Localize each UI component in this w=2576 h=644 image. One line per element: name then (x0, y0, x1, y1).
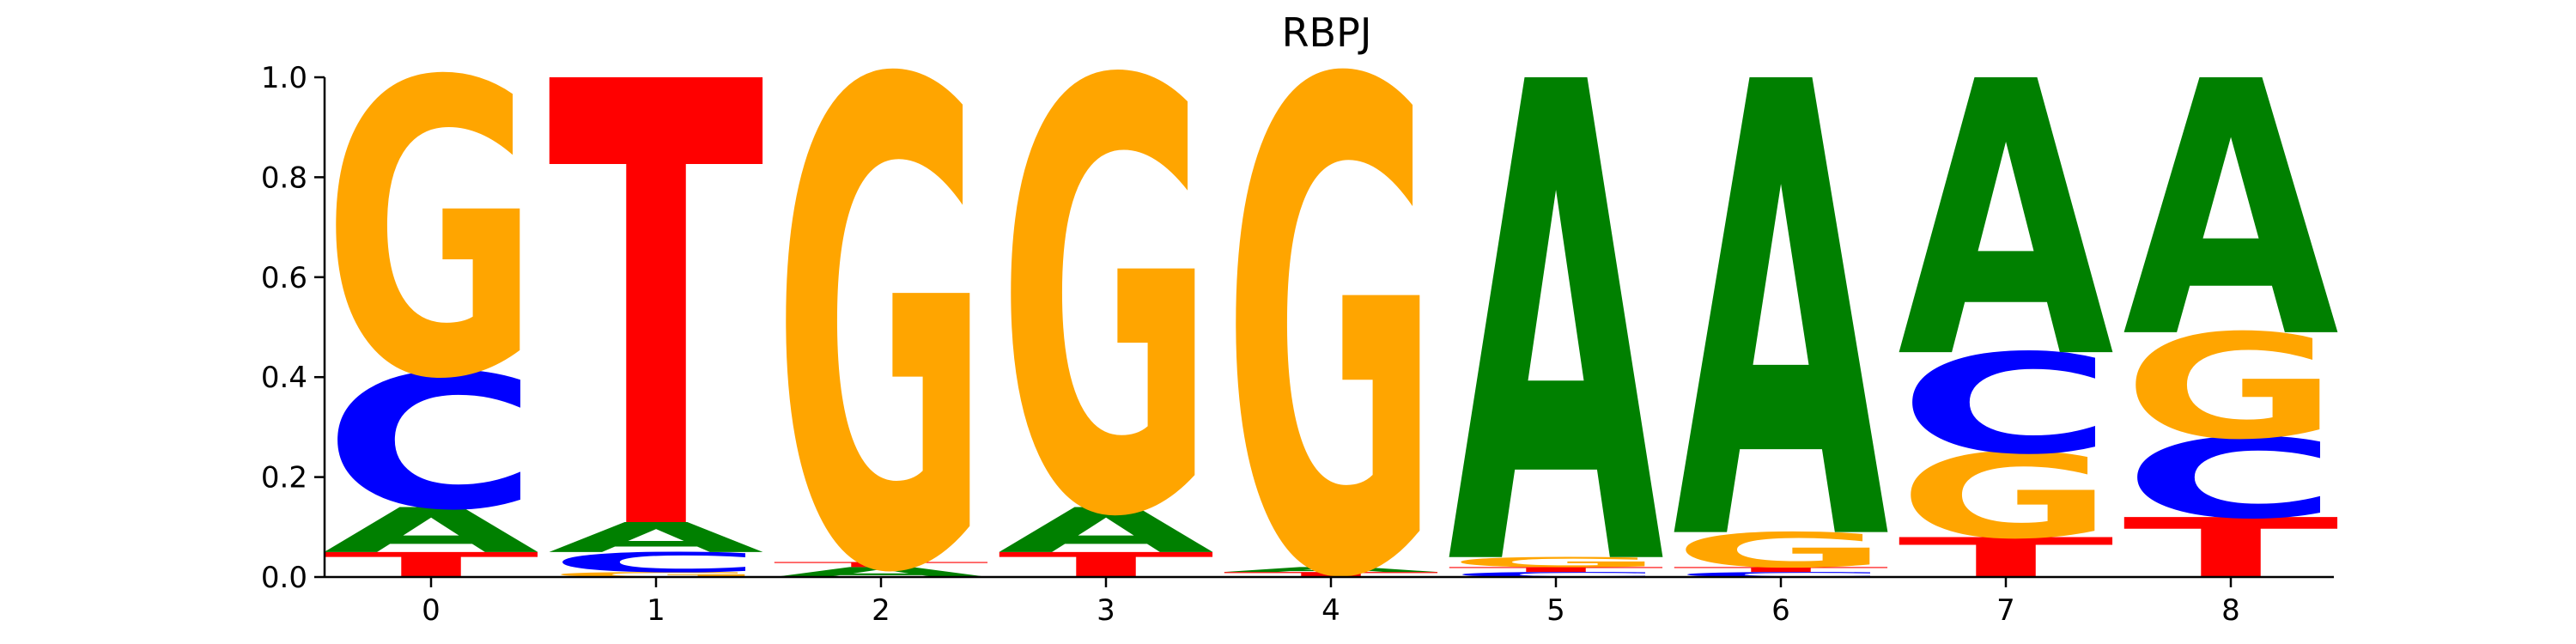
x-tick-label: 0 (422, 593, 440, 628)
logo-letter-t: T (548, 0, 766, 644)
logo-letter-g: G (773, 0, 989, 644)
y-tick-label: 0.6 (261, 261, 307, 295)
x-tick-label: 3 (1097, 593, 1115, 628)
logo-letter-a: A (1898, 3, 2116, 441)
x-tick-label: 2 (872, 593, 890, 628)
y-tick-label: 0.4 (261, 361, 307, 395)
logo-letter-a: A (1448, 0, 1666, 644)
y-tick-label: 0.2 (261, 461, 307, 495)
y-tick-label: 0.8 (261, 161, 307, 195)
logo-letter-g: G (323, 0, 539, 468)
x-tick-label: 8 (2221, 593, 2240, 628)
x-tick-label: 7 (1996, 593, 2015, 628)
logo-letter-g: G (998, 0, 1214, 644)
x-tick-label: 6 (1771, 593, 1790, 628)
logo-letter-a: A (2123, 8, 2341, 415)
logo-letter-g: G (1223, 0, 1439, 644)
x-tick-label: 4 (1321, 593, 1340, 628)
logo-letter-a: A (1673, 0, 1891, 644)
y-tick-label: 0.0 (261, 561, 307, 595)
x-tick-label: 5 (1546, 593, 1565, 628)
y-tick-label: 1.0 (261, 61, 307, 95)
x-tick-label: 1 (647, 593, 665, 628)
